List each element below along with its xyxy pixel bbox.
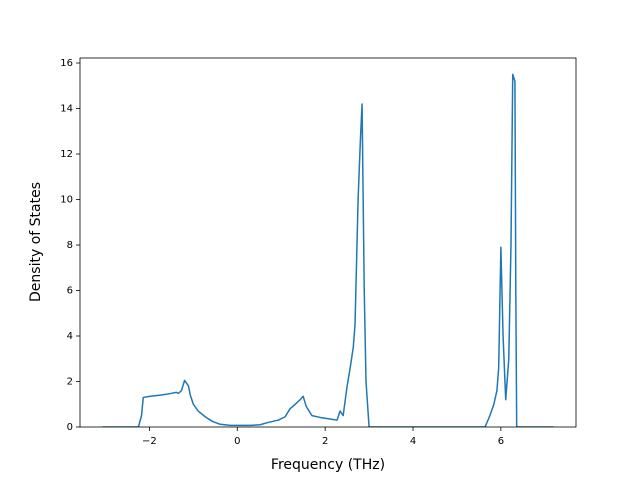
- y-tick-label: 0: [67, 422, 73, 433]
- x-tick-label: 2: [322, 436, 328, 447]
- y-tick-label: 4: [67, 331, 73, 342]
- x-tick-label: 4: [410, 436, 416, 447]
- y-tick-label: 2: [67, 377, 73, 388]
- plot-frame: [79, 57, 577, 428]
- x-axis-title: Frequency (THz): [271, 457, 385, 473]
- x-tick-label: −2: [142, 436, 157, 447]
- y-tick-label: 14: [60, 104, 73, 115]
- y-tick-label: 6: [67, 286, 73, 297]
- x-tick-label: 6: [498, 436, 504, 447]
- x-tick-label: 0: [234, 436, 240, 447]
- y-axis-title: Density of States: [28, 182, 44, 302]
- y-tick-label: 8: [67, 240, 73, 251]
- data-line: [102, 73, 554, 427]
- y-tick-label: 16: [60, 58, 73, 69]
- y-tick-label: 10: [60, 195, 73, 206]
- y-tick-label: 12: [60, 149, 73, 160]
